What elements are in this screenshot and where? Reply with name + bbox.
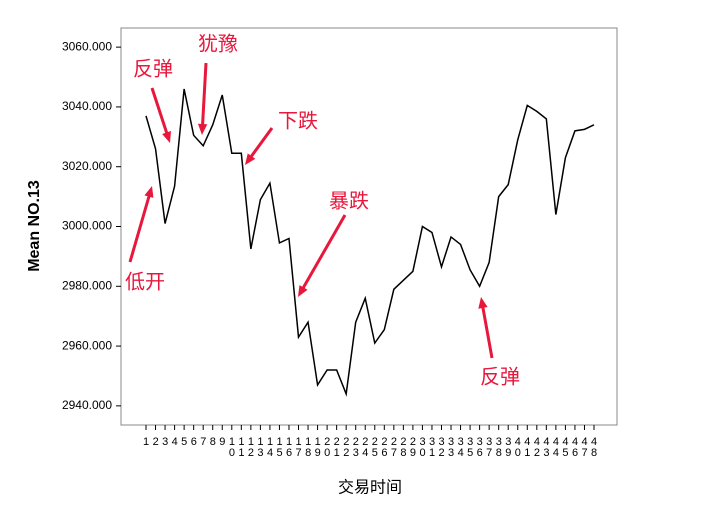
annotation: 暴跌 <box>329 189 369 212</box>
x-tick-label: 33 <box>445 436 457 458</box>
x-tick-label: 45 <box>559 436 571 458</box>
annotation: 低开 <box>125 270 165 293</box>
x-tick-label: 30 <box>417 436 429 458</box>
annotation: 犹豫 <box>198 32 238 55</box>
x-tick-label: 4 <box>169 436 181 447</box>
annotation-arrow <box>480 302 494 359</box>
x-tick-label: 31 <box>426 436 438 458</box>
x-tick-label: 13 <box>254 436 266 458</box>
annotation-arrow <box>247 127 274 162</box>
x-tick-label: 20 <box>321 436 333 458</box>
y-tick-label: 3020.000 <box>62 159 112 173</box>
x-tick-label: 41 <box>521 436 533 458</box>
x-tick-label: 6 <box>188 436 200 447</box>
x-tick-label: 2 <box>150 436 162 447</box>
annotation: 下跌 <box>278 109 318 132</box>
x-tick-label: 16 <box>283 436 295 458</box>
annotation-arrow <box>299 214 347 293</box>
arrow-head <box>478 297 488 309</box>
x-tick-label: 1 <box>140 436 152 447</box>
y-tick-label: 2980.000 <box>62 278 112 292</box>
arrow-head <box>197 123 208 135</box>
x-tick-label: 27 <box>388 436 400 458</box>
arrow-head <box>245 153 256 165</box>
x-tick-label: 9 <box>216 436 228 447</box>
x-tick-label: 22 <box>340 436 352 458</box>
x-tick-label: 38 <box>493 436 505 458</box>
y-tick-label: 3060.000 <box>62 39 112 53</box>
x-tick-label: 39 <box>502 436 514 458</box>
x-tick-label: 26 <box>378 436 390 458</box>
plot-frame <box>120 27 618 426</box>
x-tick-label: 12 <box>245 436 257 458</box>
x-tick-label: 43 <box>540 436 552 458</box>
y-axis-label: Mean NO.13 <box>26 180 43 272</box>
arrow-head <box>144 186 154 198</box>
x-axis-label: 交易时间 <box>338 478 402 497</box>
x-tick-label: 48 <box>588 436 600 458</box>
annotation-arrow <box>200 62 208 130</box>
y-tick-label: 2960.000 <box>62 338 112 352</box>
x-tick-label: 23 <box>350 436 362 458</box>
x-tick-label: 18 <box>302 436 314 458</box>
x-tick-label: 19 <box>312 436 324 458</box>
y-tick-label: 3000.000 <box>62 219 112 233</box>
x-tick-label: 32 <box>436 436 448 458</box>
x-tick-label: 21 <box>331 436 343 458</box>
x-tick-label: 34 <box>455 436 467 458</box>
x-tick-label: 37 <box>483 436 495 458</box>
y-tick-label: 2940.000 <box>62 398 112 412</box>
arrow-head <box>162 131 172 143</box>
annotation-arrow <box>150 87 170 138</box>
data-line <box>145 88 595 397</box>
x-tick-label: 15 <box>274 436 286 458</box>
x-tick-label: 28 <box>397 436 409 458</box>
annotation: 反弹 <box>133 57 173 80</box>
x-tick-label: 3 <box>159 436 171 447</box>
x-tick-label: 29 <box>407 436 419 458</box>
annotation: 反弹 <box>480 365 520 388</box>
x-tick-label: 7 <box>197 436 209 447</box>
x-tick-label: 14 <box>264 436 276 458</box>
x-tick-label: 44 <box>550 436 562 458</box>
x-tick-label: 8 <box>207 436 219 447</box>
x-tick-label: 40 <box>512 436 524 458</box>
x-tick-label: 17 <box>293 436 305 458</box>
annotation-arrow <box>128 191 152 263</box>
x-tick-label: 36 <box>474 436 486 458</box>
x-tick-label: 5 <box>178 436 190 447</box>
x-tick-label: 46 <box>569 436 581 458</box>
x-tick-label: 35 <box>464 436 476 458</box>
x-tick-label: 42 <box>531 436 543 458</box>
x-tick-label: 47 <box>579 436 591 458</box>
x-tick-label: 11 <box>235 436 247 458</box>
x-tick-label: 10 <box>226 436 238 458</box>
x-tick-label: 24 <box>359 436 371 458</box>
y-tick-label: 3040.000 <box>62 99 112 113</box>
arrow-head <box>298 285 308 297</box>
x-tick-label: 25 <box>369 436 381 458</box>
